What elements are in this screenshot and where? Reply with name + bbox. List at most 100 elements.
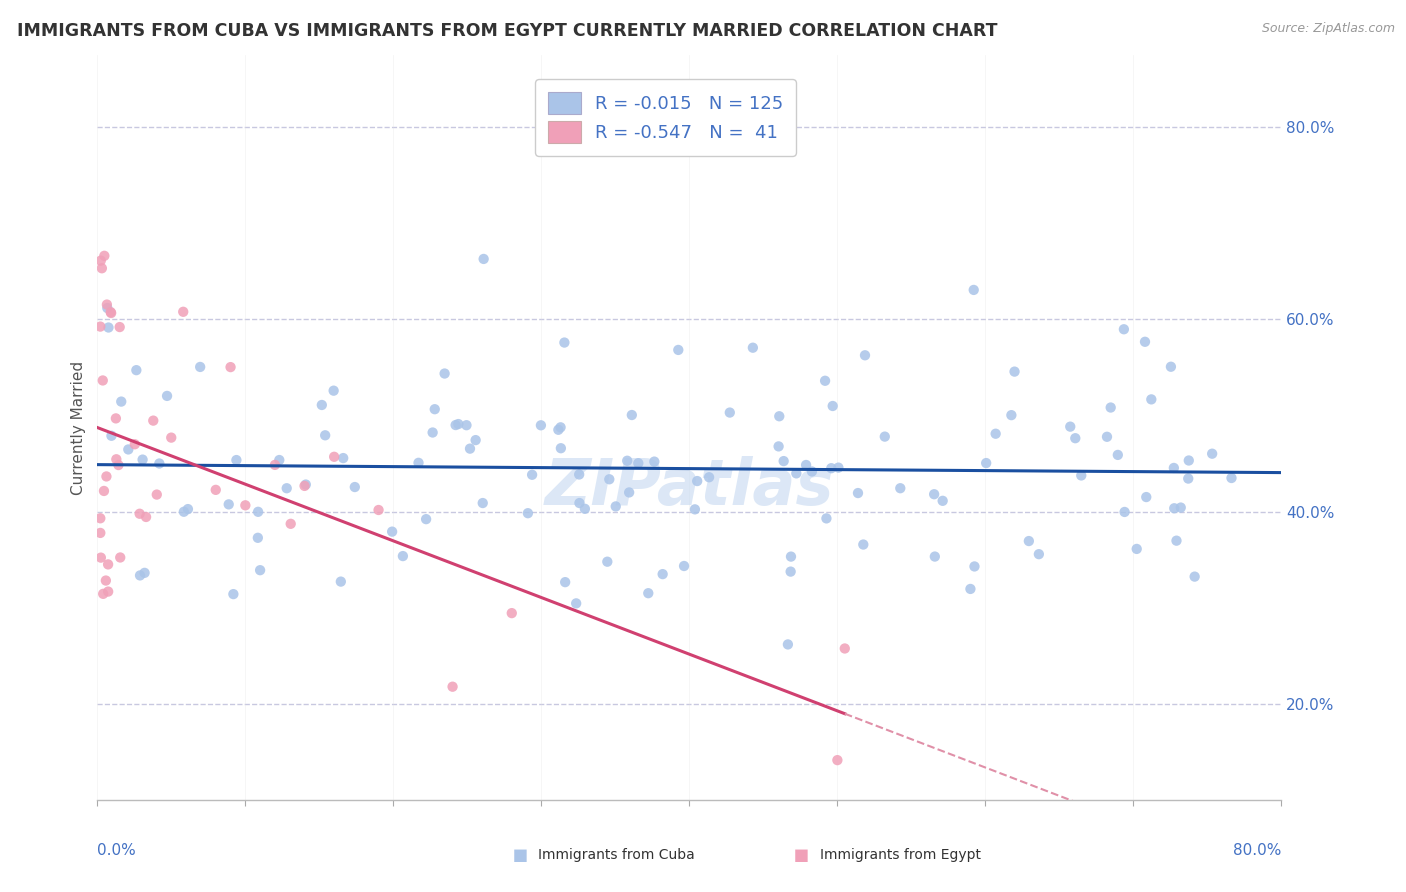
Point [852, 537, 875, 551]
Point [820, 461, 842, 475]
Point [853, 348, 876, 362]
Point [264, 458, 287, 472]
Point [160, 431, 183, 445]
Point [131, 452, 153, 467]
Point [550, 441, 572, 455]
Point [1140, 392, 1163, 407]
Point [1000, 408, 1022, 422]
Point [280, 516, 302, 531]
Point [135, 510, 157, 524]
Point [554, 575, 576, 590]
Point [1004, 365, 1026, 379]
Point [107, 458, 129, 472]
Point [1170, 500, 1192, 515]
Point [422, 425, 444, 440]
Point [93, 483, 115, 498]
Text: Immigrants from Cuba: Immigrants from Cuba [538, 847, 695, 862]
Point [93, 249, 115, 263]
Point [269, 453, 291, 467]
Text: ▪: ▪ [793, 843, 810, 866]
Point [651, 567, 673, 582]
Point [984, 426, 1007, 441]
Point [889, 481, 911, 495]
Point [643, 454, 665, 468]
Point [100, 429, 122, 443]
Point [367, 503, 389, 517]
Point [931, 493, 953, 508]
Point [1201, 447, 1223, 461]
Point [1070, 468, 1092, 483]
Point [776, 637, 799, 651]
Point [456, 418, 478, 433]
Point [741, 341, 763, 355]
Point [1163, 461, 1185, 475]
Point [97, 558, 120, 572]
Point [117, 442, 139, 457]
Text: IMMIGRANTS FROM CUBA VS IMMIGRANTS FROM EGYPT CURRENTLY MARRIED CORRELATION CHAR: IMMIGRANTS FROM CUBA VS IMMIGRANTS FROM … [17, 22, 997, 40]
Point [423, 402, 446, 417]
Point [598, 472, 620, 486]
Point [686, 474, 709, 488]
Point [974, 456, 997, 470]
Point [381, 524, 404, 539]
Point [94, 574, 117, 588]
Point [96, 297, 118, 311]
Point [780, 549, 803, 564]
Point [276, 481, 298, 495]
Point [666, 343, 689, 357]
Point [834, 641, 856, 656]
Point [110, 550, 132, 565]
Point [90, 253, 112, 268]
Point [329, 574, 352, 589]
Point [568, 467, 591, 482]
Point [1059, 419, 1081, 434]
Point [768, 439, 790, 453]
Point [530, 418, 553, 433]
Text: Immigrants from Egypt: Immigrants from Egypt [820, 847, 981, 862]
Point [821, 399, 844, 413]
Point [219, 360, 242, 375]
Point [471, 496, 494, 510]
Point [89, 525, 111, 540]
Point [444, 418, 467, 433]
Point [294, 479, 316, 493]
Point [553, 335, 575, 350]
Point [1125, 541, 1147, 556]
Point [172, 305, 194, 319]
Point [550, 420, 572, 434]
Point [1184, 569, 1206, 583]
Point [408, 456, 430, 470]
Point [294, 477, 316, 491]
Point [225, 453, 247, 467]
Point [124, 437, 146, 451]
Y-axis label: Currently Married: Currently Married [72, 360, 86, 495]
Point [91, 374, 114, 388]
Point [247, 505, 270, 519]
Point [188, 359, 211, 374]
Point [110, 394, 132, 409]
Point [1135, 490, 1157, 504]
Point [218, 497, 240, 511]
Point [177, 502, 200, 516]
Point [963, 283, 986, 297]
Point [827, 460, 849, 475]
Point [314, 428, 336, 442]
Point [520, 467, 543, 482]
Point [89, 319, 111, 334]
Point [97, 584, 120, 599]
Point [90, 550, 112, 565]
Point [1133, 334, 1156, 349]
Point [718, 406, 741, 420]
Point [142, 414, 165, 428]
Point [323, 450, 346, 464]
Point [415, 512, 437, 526]
Point [343, 480, 366, 494]
Point [235, 498, 257, 512]
Point [779, 565, 801, 579]
Text: 80.0%: 80.0% [1233, 843, 1281, 858]
Point [1018, 534, 1040, 549]
Point [148, 457, 170, 471]
Point [447, 417, 470, 431]
Point [683, 502, 706, 516]
Point [846, 486, 869, 500]
